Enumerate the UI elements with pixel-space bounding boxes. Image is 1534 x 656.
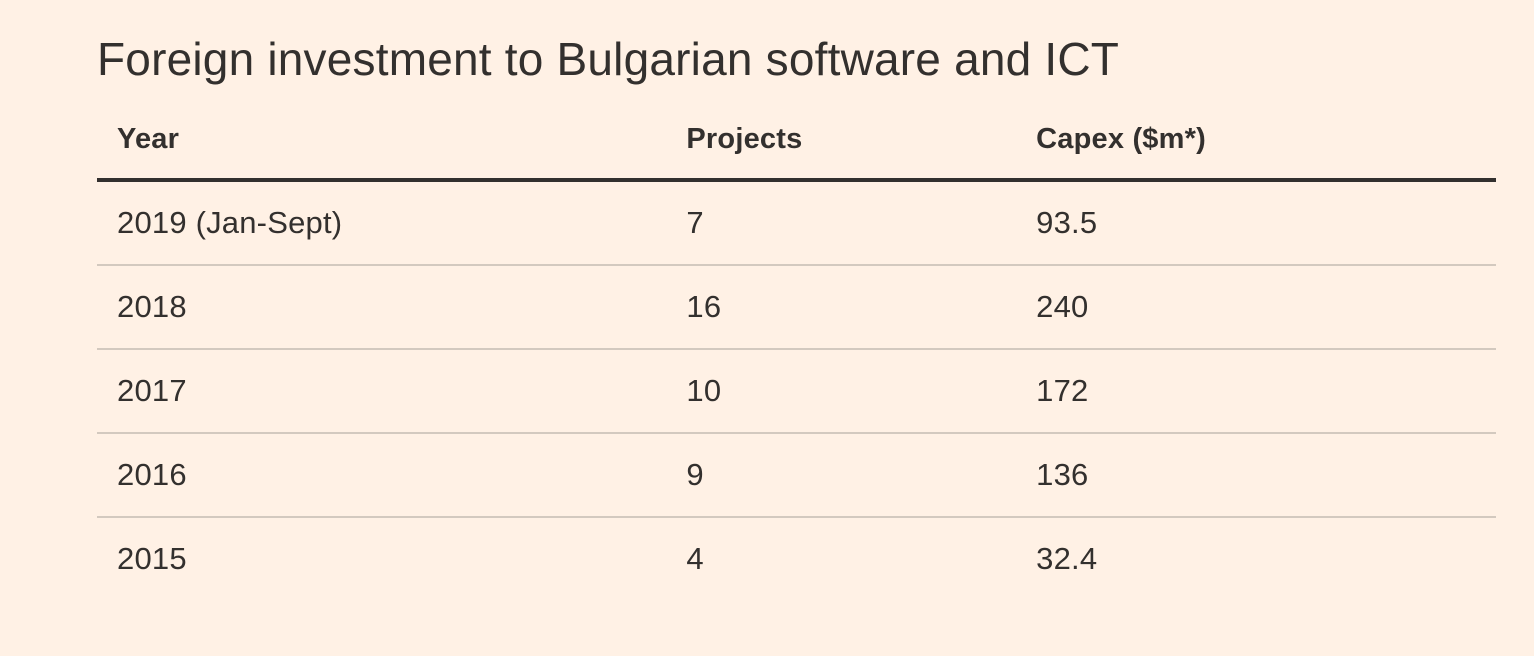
data-table: Year Projects Capex ($m*) 2019 (Jan-Sept… [97, 106, 1496, 600]
table-header: Year Projects Capex ($m*) [97, 106, 1496, 182]
cell-year: 2015 [117, 541, 187, 576]
table-row: 2017 10 172 [97, 349, 1496, 434]
cell-year: 2018 [97, 265, 667, 350]
column-header-capex: Capex ($m*) [1016, 106, 1496, 182]
cell-capex: 172 [1016, 349, 1496, 434]
cell-projects: 16 [666, 265, 1017, 350]
cell-year: 2016 [97, 433, 667, 518]
cell-year: 2017 [97, 349, 667, 434]
cell-capex: 136 [1016, 433, 1496, 518]
cell-projects: 10 [666, 349, 1017, 434]
table-row: 2015 4 32.4 [97, 517, 1496, 600]
cell-capex: 240 [1016, 265, 1496, 350]
table-row: 2019 (Jan-Sept) 7 93.5 [97, 180, 1496, 266]
chart-container: Foreign investment to Bulgarian software… [97, 33, 1496, 600]
cell-projects: 4 [686, 541, 704, 576]
cell-capex: 32.4 [1036, 541, 1098, 576]
column-header-year: Year [97, 106, 667, 182]
cell-capex: 93.5 [1016, 180, 1496, 266]
column-header-projects: Projects [666, 106, 1017, 182]
table-row: 2018 16 240 [97, 265, 1496, 350]
chart-title: Foreign investment to Bulgarian software… [97, 33, 1120, 85]
cell-year: 2019 (Jan-Sept) [97, 180, 667, 266]
cell-projects: 7 [666, 180, 1017, 266]
table-body: 2019 (Jan-Sept) 7 93.5 2018 16 240 2017 … [97, 180, 1496, 600]
cell-projects: 9 [666, 433, 1017, 518]
table-row: 2016 9 136 [97, 433, 1496, 518]
header-row: Year Projects Capex ($m*) [97, 106, 1496, 182]
